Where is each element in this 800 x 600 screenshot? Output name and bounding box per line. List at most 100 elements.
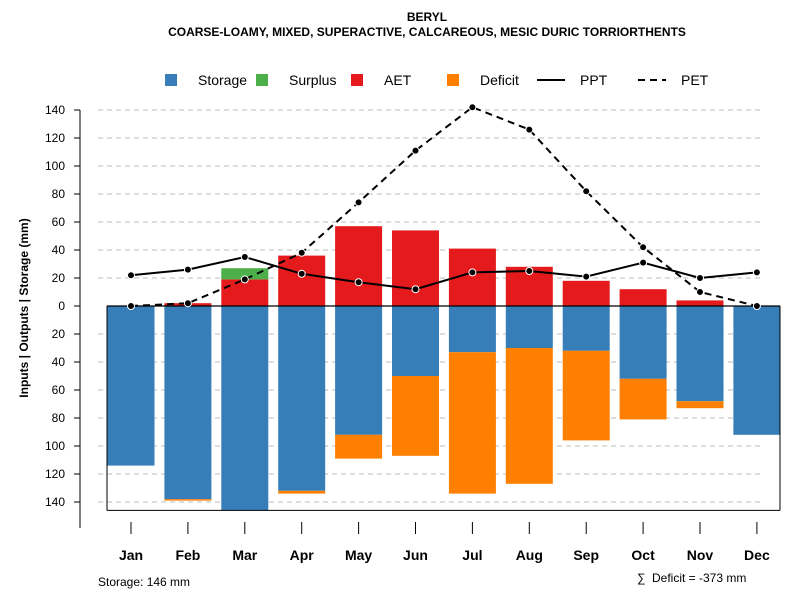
ppt-point-mar	[240, 253, 249, 261]
y-tick-label: 40	[52, 243, 66, 257]
bar-aet-oct	[619, 289, 667, 306]
bar-storage-oct	[619, 306, 667, 379]
x-tick-label-jun: Jun	[403, 547, 428, 563]
bar-aet-apr	[278, 255, 326, 306]
pet-point-jun	[411, 146, 420, 155]
x-tick-label-dec: Dec	[744, 547, 770, 563]
y-tick-label: 120	[45, 467, 65, 481]
pet-point-sep	[582, 187, 591, 196]
y-tick-label: 20	[52, 271, 66, 285]
sum-icon: ∑	[637, 571, 646, 585]
legend-label-storage: Storage	[198, 72, 247, 88]
ppt-point-aug	[525, 267, 534, 275]
legend-swatch-surplus	[256, 74, 268, 86]
y-axis: 140 120 100 80 60 40 20 0 20 40 60 80 100 120 140	[45, 103, 81, 528]
legend-swatch-aet	[351, 74, 363, 86]
bar-aet-sep	[562, 280, 610, 306]
y-tick-label: 140	[45, 495, 65, 509]
legend-label-ppt: PPT	[580, 72, 608, 88]
ppt-point-jul	[468, 268, 477, 277]
x-tick-label-jul: Jul	[462, 547, 482, 563]
legend-label-aet: AET	[384, 72, 412, 88]
bar-surplus-mar	[221, 268, 269, 280]
ppt-point-nov	[696, 274, 704, 282]
pet-point-feb	[183, 299, 192, 308]
bar-aet-may	[335, 226, 383, 306]
x-tick-label-sep: Sep	[573, 547, 599, 563]
ppt-point-sep	[582, 272, 591, 281]
bar-storage-feb	[164, 306, 212, 500]
pet-point-aug	[525, 125, 534, 134]
y-tick-label: 140	[45, 103, 65, 117]
y-tick-label: 100	[45, 439, 65, 453]
bar-deficit-oct	[619, 378, 667, 420]
line-series	[127, 103, 761, 310]
pet-point-oct	[639, 243, 648, 252]
legend-swatch-storage	[165, 74, 177, 86]
y-tick-label: 100	[45, 159, 65, 173]
bar-series	[106, 226, 781, 511]
bar-deficit-jul	[448, 352, 496, 494]
bar-storage-jul	[448, 306, 496, 353]
bar-storage-mar	[221, 306, 269, 511]
bar-deficit-apr	[278, 490, 326, 494]
ppt-point-may	[354, 278, 363, 287]
legend-label-pet: PET	[681, 72, 709, 88]
y-axis-label: Inputs | Outputs | Storage (mm)	[17, 218, 31, 397]
bar-deficit-may	[335, 434, 383, 459]
bar-storage-may	[335, 306, 383, 435]
bar-storage-apr	[278, 306, 326, 491]
legend-label-surplus: Surplus	[289, 72, 336, 88]
legend: Storage Surplus AET Deficit PPT PET	[165, 72, 709, 88]
x-tick-label-nov: Nov	[687, 547, 714, 563]
y-tick-label: 80	[52, 411, 66, 425]
chart-subtitle: COARSE-LOAMY, MIXED, SUPERACTIVE, CALCAR…	[168, 25, 686, 39]
pet-point-jul	[468, 103, 477, 112]
bar-storage-nov	[676, 306, 724, 402]
pet-point-dec	[752, 302, 761, 310]
bar-storage-jun	[392, 306, 439, 376]
legend-swatch-deficit	[447, 74, 459, 86]
bar-storage-jan	[107, 306, 155, 466]
pet-point-may	[354, 198, 363, 207]
ppt-point-jan	[127, 271, 135, 280]
y-tick-label: 80	[52, 187, 66, 201]
legend-label-deficit: Deficit	[480, 72, 519, 88]
pet-point-jan	[127, 302, 135, 310]
bar-storage-sep	[562, 306, 610, 351]
y-tick-label: 0	[58, 299, 65, 313]
y-tick-label: 60	[52, 215, 66, 229]
pet-point-mar	[240, 275, 249, 284]
ppt-point-feb	[183, 265, 192, 274]
pet-point-apr	[297, 248, 306, 257]
ppt-line	[130, 255, 757, 291]
bar-aet-jun	[392, 230, 439, 306]
bar-deficit-jun	[392, 376, 439, 456]
ppt-point-dec	[752, 268, 761, 277]
ppt-point-apr	[297, 269, 306, 278]
bar-storage-dec	[733, 306, 781, 435]
y-tick-label: 60	[52, 383, 66, 397]
bar-deficit-feb	[164, 499, 212, 501]
y-tick-label: 120	[45, 131, 65, 145]
x-tick-label-jan: Jan	[119, 547, 143, 563]
x-tick-label-feb: Feb	[175, 547, 200, 563]
deficit-annotation: Deficit = -373 mm	[652, 571, 746, 585]
x-tick-label-aug: Aug	[516, 547, 543, 563]
ppt-point-oct	[639, 258, 648, 267]
x-tick-label-apr: Apr	[290, 547, 315, 563]
y-tick-label: 20	[52, 327, 66, 341]
bar-aet-mar	[221, 279, 269, 306]
x-tick-label-oct: Oct	[631, 547, 655, 563]
pet-line	[130, 106, 758, 307]
x-tick-label-mar: Mar	[232, 547, 257, 563]
x-tick-label-may: May	[345, 547, 372, 563]
x-axis: Jan Feb Mar Apr May Jun Jul Aug Sep Oct Nov Dec	[119, 522, 770, 563]
ppt-point-jun	[411, 285, 420, 294]
bar-storage-aug	[505, 306, 553, 348]
bar-deficit-sep	[562, 350, 610, 441]
y-tick-label: 40	[52, 355, 66, 369]
bar-deficit-aug	[505, 348, 553, 484]
pet-point-nov	[696, 288, 704, 296]
